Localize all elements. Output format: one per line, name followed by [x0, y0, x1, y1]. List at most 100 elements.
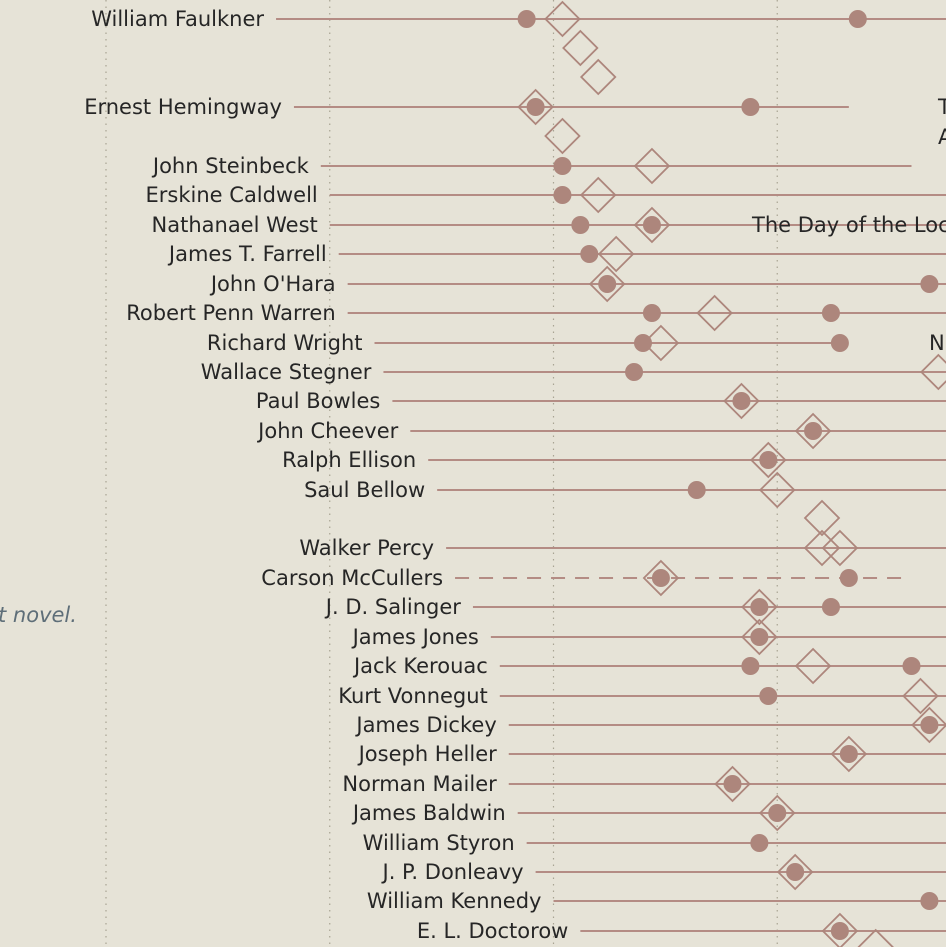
- novel-dot-marker: [651, 569, 670, 587]
- novel-diamond-marker: [794, 412, 832, 450]
- novel-dot-marker: [821, 598, 840, 616]
- author-label: J. P. Donleavy: [381, 860, 524, 884]
- novel-diamond-marker: [579, 176, 617, 214]
- novel-dot-marker: [642, 304, 661, 322]
- novel-diamond-marker: [517, 88, 554, 126]
- author-row: Robert Penn Warren: [126, 294, 946, 332]
- author-label: Nathanael West: [152, 213, 318, 237]
- novel-dot-marker: [839, 745, 858, 763]
- novel-diamond-marker: [758, 794, 796, 832]
- novel-dot-marker: [830, 334, 849, 352]
- novel-diamond-marker: [750, 441, 787, 479]
- author-row: Nathanael West The Day of the Loc: [152, 206, 946, 244]
- book-title-label: N: [929, 331, 945, 355]
- novel-dot-marker: [732, 392, 751, 410]
- author-label: James Jones: [351, 625, 479, 649]
- novel-dot-marker: [625, 363, 644, 381]
- author-label: Jack Kerouac: [352, 654, 488, 678]
- author-row: Walker Percy: [299, 529, 946, 567]
- author-label: James Baldwin: [351, 801, 506, 825]
- author-label: James Dickey: [354, 713, 496, 737]
- author-label: Kurt Vonnegut: [338, 684, 488, 708]
- author-row: Ernest Hemingway TA: [84, 88, 946, 149]
- author-row: James Dickey: [354, 706, 946, 744]
- author-rows: William Faulkner Ernest Hemingway TA John S…: [84, 0, 946, 947]
- author-row: Kurt Vonnegut: [338, 677, 946, 715]
- novel-diamond-marker: [696, 294, 733, 332]
- novel-dot-marker: [634, 334, 652, 352]
- novel-dot-marker: [902, 657, 921, 675]
- novel-diamond-marker: [830, 735, 868, 773]
- author-label: John O'Hara: [209, 272, 336, 296]
- novel-dot-marker: [920, 716, 939, 734]
- novel-dot-marker: [759, 451, 778, 469]
- author-label: Robert Penn Warren: [126, 301, 335, 325]
- author-label: John Cheever: [256, 419, 398, 443]
- author-label: E. L. Doctorow: [417, 919, 569, 943]
- novel-diamond-marker: [803, 499, 841, 537]
- author-row: James Baldwin: [351, 794, 946, 832]
- author-row: Saul Bellow: [304, 471, 946, 509]
- author-label: Saul Bellow: [304, 478, 425, 502]
- novel-dot-marker: [839, 569, 858, 587]
- author-row: J. P. Donleavy: [381, 853, 946, 891]
- author-label: J. D. Salinger: [324, 595, 461, 619]
- novel-diamond-marker: [562, 29, 599, 67]
- author-label: William Faulkner: [91, 7, 264, 31]
- novel-dot-marker: [848, 10, 867, 28]
- chart-note: t novel.: [0, 603, 77, 627]
- novel-diamond-marker: [579, 58, 617, 96]
- author-label: William Styron: [363, 831, 515, 855]
- novel-dot-marker: [830, 922, 849, 940]
- novel-dot-marker: [526, 98, 545, 116]
- author-row: Ralph Ellison: [282, 441, 946, 479]
- novel-dot-marker: [553, 157, 572, 175]
- author-row: John Cheever: [256, 412, 946, 450]
- author-row: Wallace Stegner: [201, 353, 946, 391]
- novel-diamond-marker: [803, 529, 841, 567]
- author-row: William Styron: [363, 831, 946, 855]
- novel-diamond-marker: [758, 471, 796, 509]
- novel-dot-marker: [804, 422, 823, 440]
- author-row: Jack Kerouac: [352, 647, 946, 685]
- novel-diamond-marker: [723, 382, 760, 420]
- novel-dot-marker: [553, 186, 572, 204]
- author-row: James Jones: [351, 618, 946, 656]
- novel-dot-marker: [741, 98, 760, 116]
- author-row: John Steinbeck: [151, 147, 912, 185]
- novel-dot-marker: [750, 834, 769, 852]
- novel-dot-marker: [821, 304, 840, 322]
- author-label: Erskine Caldwell: [146, 183, 318, 207]
- novel-dot-marker: [786, 863, 805, 881]
- novel-diamond-marker: [902, 677, 939, 715]
- author-row: John O'Hara: [209, 265, 946, 303]
- novel-diamond-marker: [741, 618, 778, 656]
- author-label: James T. Farrell: [167, 242, 327, 266]
- author-row: Erskine Caldwell: [146, 176, 946, 214]
- author-row: E. L. Doctorow: [417, 912, 946, 947]
- author-row: William Kennedy: [367, 889, 946, 913]
- author-row: J. D. Salinger: [324, 588, 946, 626]
- novel-diamond-marker: [633, 206, 671, 244]
- novel-dot-marker: [723, 775, 742, 793]
- novel-diamond-marker: [544, 117, 581, 155]
- author-row: Richard Wright N: [207, 324, 945, 362]
- novel-dot-marker: [642, 216, 661, 234]
- novel-diamond-marker: [588, 265, 626, 303]
- novel-dot-marker: [768, 804, 787, 822]
- novel-diamond-marker: [857, 928, 894, 947]
- novel-diamond-marker: [633, 147, 671, 185]
- novel-dot-marker: [920, 275, 939, 293]
- novel-dot-marker: [517, 10, 536, 28]
- novel-dot-marker: [750, 598, 769, 616]
- novel-diamond-marker: [911, 706, 946, 744]
- novel-dot-marker: [920, 892, 939, 910]
- novel-dot-marker: [741, 657, 760, 675]
- novel-diamond-marker: [776, 853, 814, 891]
- novel-dot-marker: [580, 245, 599, 263]
- author-label: Ernest Hemingway: [84, 95, 282, 119]
- author-row: Norman Mailer: [342, 765, 946, 803]
- author-row: James T. Farrell: [167, 235, 946, 273]
- novel-diamond-marker: [741, 588, 778, 626]
